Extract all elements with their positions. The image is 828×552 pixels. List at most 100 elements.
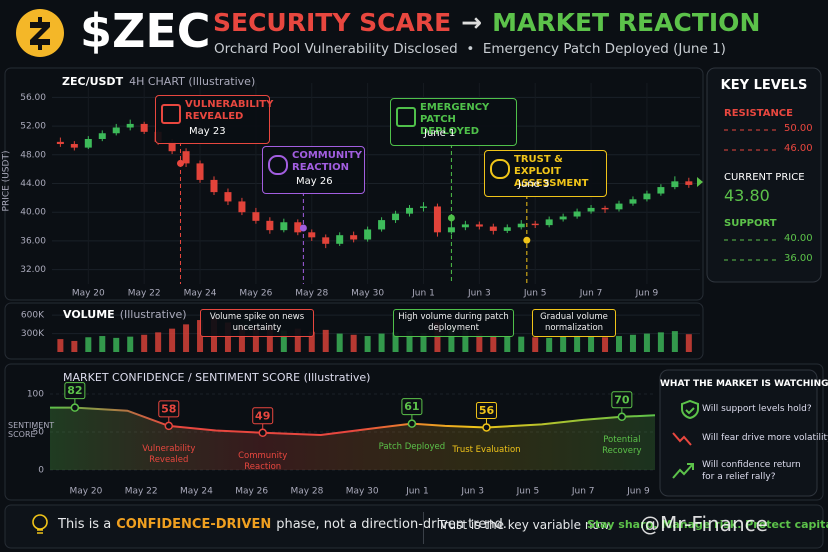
value-box [611, 391, 633, 409]
candle-body [350, 235, 358, 240]
value-box [475, 401, 497, 419]
volume-bar [378, 333, 385, 352]
event-dot [176, 159, 184, 167]
headline-right: MARKET REACTION [492, 8, 761, 37]
volume-note: Volume spike on news uncertainty [200, 309, 314, 337]
headline-left: SECURITY SCARE [213, 8, 452, 37]
volume-panel [4, 302, 704, 360]
candle-body [378, 220, 386, 230]
candle-body [168, 141, 176, 152]
candle-body [629, 199, 637, 204]
sentiment-dot [70, 403, 80, 412]
sentiment-dot [482, 423, 491, 432]
x-tick-label: May 30 [346, 487, 379, 497]
candle-body [461, 224, 469, 228]
volume-bar [322, 329, 329, 352]
value-box [158, 400, 180, 418]
volume-bar [155, 332, 162, 352]
volume-note: Gradual volume normalization [532, 309, 616, 337]
watch-item: Will fear drive more volatility? [702, 433, 828, 443]
current-value: 43.80 [724, 186, 770, 205]
price-y-label: PRICE (USDT) [1, 150, 12, 212]
price-panel [4, 67, 704, 301]
level-value: 50.00 [784, 123, 813, 134]
footer-text: phase, not a direction-driven trend. [276, 517, 507, 532]
candle-body [419, 206, 427, 208]
volume-bar [602, 337, 609, 352]
price-title-main: ZEC/USDT [62, 75, 124, 88]
candle-body [517, 223, 525, 228]
x-tick-label: Jun 7 [571, 487, 595, 497]
event-date: May 26 [296, 176, 333, 187]
event-box [390, 98, 517, 146]
candle-body [587, 207, 595, 212]
y-tick-label: 56.00 [20, 93, 46, 103]
volume-bar [238, 325, 245, 352]
x-tick-label: Jun 9 [635, 289, 659, 299]
x-tick-label: May 20 [69, 487, 102, 497]
value-label: 49 [255, 409, 270, 422]
footer-lead: This is a CONFIDENCE-DRIVEN phase, not a d… [58, 517, 507, 532]
candle-body [224, 192, 232, 202]
candle-body [322, 237, 330, 244]
volume-bar [280, 330, 287, 352]
event-date: June 1 [424, 128, 456, 139]
event-title: TRUST & EXPLOIT ASSESSMENT [514, 154, 589, 189]
volume-bar [266, 326, 273, 352]
key-levels-panel [706, 67, 822, 283]
volume-bar [364, 336, 371, 352]
volume-bar [504, 336, 511, 352]
volume-bar [518, 336, 525, 352]
sentiment-dot [617, 412, 627, 422]
candle-body [643, 193, 651, 200]
caption: Vulnerability Revealed [142, 443, 196, 465]
y-tick-label: 48.00 [20, 150, 46, 160]
event-icon [161, 104, 181, 124]
volume-bar [574, 335, 581, 352]
y-tick-label: 36.00 [20, 236, 46, 246]
y-tick-label: 32.00 [20, 265, 46, 275]
candle-body [336, 235, 344, 244]
caption: Patch Deployed [378, 441, 446, 452]
sentiment-title: MARKET CONFIDENCE / SENTIMENT SCORE (Ill… [63, 371, 371, 384]
price-title-sub: 4H CHART (Illustrative) [129, 75, 256, 88]
candle-body [657, 187, 665, 194]
volume-title: VOLUME (Illustrative) [63, 308, 187, 321]
volume-bar [113, 337, 120, 352]
event-title: VULNERABILITY REVEALED [185, 99, 274, 122]
candle-body [573, 211, 581, 217]
candle-body [280, 222, 288, 231]
x-tick-label: May 24 [180, 487, 213, 497]
event-date: May 23 [189, 126, 226, 137]
volume-bar [685, 334, 692, 352]
value-label: 56 [479, 404, 495, 417]
level-value: 40.00 [784, 233, 813, 244]
support-label: SUPPORT [724, 218, 777, 229]
x-tick-label: Jun 3 [467, 289, 491, 299]
footer-bar [4, 504, 824, 549]
y-tick-label: 52.00 [20, 122, 46, 132]
sentiment-area [50, 407, 655, 470]
key-levels-title: KEY LEVELS [720, 78, 808, 93]
sentiment-dot [407, 419, 417, 428]
event-box [155, 95, 270, 144]
candle-body [559, 216, 567, 220]
x-tick-label: May 22 [125, 487, 158, 497]
candle-body [531, 223, 539, 226]
volume-bar [490, 334, 497, 352]
volume-bar [406, 331, 413, 352]
volume-bar [224, 322, 231, 352]
volume-bar [532, 337, 539, 352]
volume-bar [99, 336, 106, 352]
volume-bar [252, 327, 259, 352]
candle-body [210, 179, 218, 193]
volume-bar [127, 336, 134, 352]
candle-body [392, 213, 400, 221]
footer-text: This is a [58, 517, 112, 532]
volume-bar [169, 328, 176, 352]
volume-bar [57, 339, 64, 352]
y-tick-label: 600K [21, 311, 45, 321]
watch-item: Will confidence return for a relief rall… [702, 460, 801, 482]
